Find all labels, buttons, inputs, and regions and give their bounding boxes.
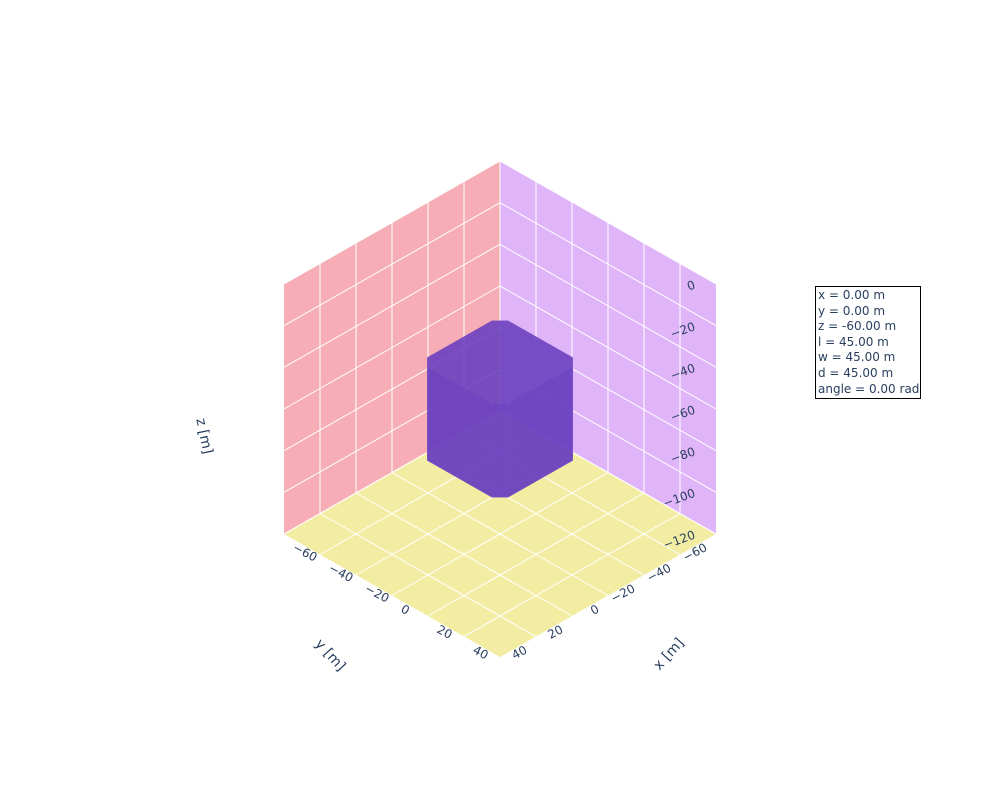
grid-line-z	[499, 285, 717, 410]
info-angle: angle = 0.00 rad	[818, 381, 920, 396]
grid-line-z	[499, 202, 717, 327]
y-tick-label: 40	[509, 643, 529, 663]
grid-line-z	[283, 285, 501, 410]
info-d: d = 45.00 m	[818, 365, 894, 380]
info-z: z = -60.00 m	[818, 319, 897, 334]
grid-line-z	[499, 160, 717, 285]
info-y: y = 0.00 m	[818, 303, 886, 318]
grid-line-y	[319, 513, 537, 637]
z-tick-label: 0	[685, 278, 697, 294]
y-tick-label: 0	[588, 602, 601, 618]
info-l: l = 45.00 m	[818, 334, 889, 349]
grid-line-z	[283, 243, 501, 368]
y-axis-title: y [m]	[312, 636, 349, 674]
object-side-face	[508, 366, 573, 498]
object-top-face	[427, 320, 573, 404]
object-side-face	[491, 403, 509, 498]
info-box: x = 0.00 m y = 0.00 m z = -60.00 m l = 4…	[815, 286, 922, 400]
grid-line-y	[391, 472, 609, 596]
grid-line-z	[283, 202, 501, 327]
x-axis-title: x [m]	[651, 635, 688, 673]
z-axis-title: z [m]	[192, 417, 215, 456]
grid-line-z	[283, 160, 501, 285]
x-tick-label: 40	[471, 643, 491, 663]
info-w: w = 45.00 m	[818, 350, 896, 365]
grid-line-z	[499, 243, 717, 368]
y-tick-label: 20	[545, 622, 565, 642]
info-x: x = 0.00 m	[818, 288, 886, 302]
grid-line-y	[355, 492, 573, 617]
x-tick-label: 20	[435, 622, 455, 642]
x-tick-label: 0	[399, 602, 412, 618]
